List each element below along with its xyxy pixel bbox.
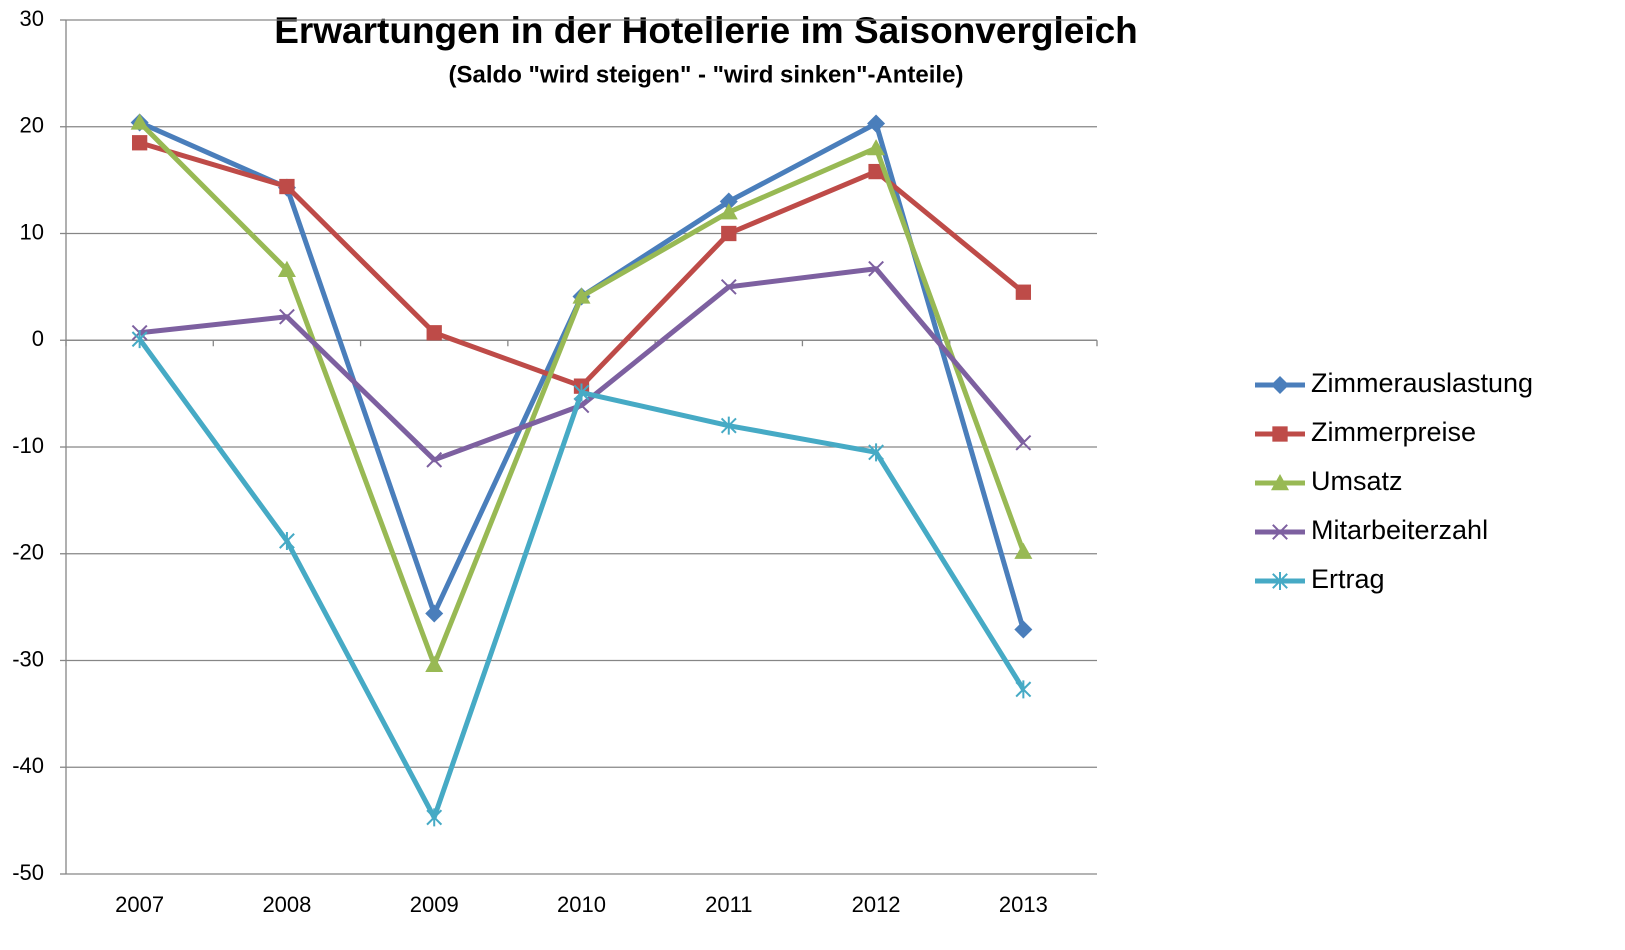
x-tick-label: 2007 xyxy=(115,892,164,917)
x-tick-label: 2008 xyxy=(262,892,311,917)
chart-subtitle: (Saldo "wird steigen" - "wird sinken"-An… xyxy=(449,61,964,88)
marker xyxy=(279,308,295,325)
legend-marker xyxy=(1272,572,1288,590)
marker xyxy=(868,260,884,277)
marker xyxy=(868,163,884,180)
y-tick-label: 0 xyxy=(32,326,44,351)
marker xyxy=(867,139,886,156)
y-tick-label: 30 xyxy=(20,6,44,31)
marker xyxy=(1015,434,1032,451)
y-tick-label: 20 xyxy=(20,113,44,138)
marker xyxy=(131,330,148,349)
legend-marker xyxy=(1272,524,1288,540)
y-tick-label: -30 xyxy=(12,646,44,671)
series-line xyxy=(137,337,1026,820)
y-tick-label: -20 xyxy=(12,540,44,565)
marker xyxy=(130,113,149,130)
marker xyxy=(426,808,443,827)
legend-label: Umsatz xyxy=(1311,466,1403,496)
marker xyxy=(1015,680,1032,699)
x-tick-label: 2009 xyxy=(410,892,459,917)
legend-label: Zimmerpreise xyxy=(1311,417,1476,447)
legend-label: Zimmerauslastung xyxy=(1311,368,1533,398)
legend-label: Mitarbeiterzahl xyxy=(1311,515,1488,545)
marker xyxy=(720,416,737,435)
marker xyxy=(573,383,590,402)
legend-marker xyxy=(1271,376,1289,394)
marker xyxy=(426,325,442,341)
marker xyxy=(1015,284,1032,300)
legend-marker xyxy=(1272,426,1288,442)
marker xyxy=(719,203,738,220)
x-tick-label: 2010 xyxy=(557,892,606,917)
marker xyxy=(277,260,296,277)
marker xyxy=(868,443,884,462)
marker xyxy=(572,287,591,304)
marker xyxy=(131,135,148,151)
marker xyxy=(1014,542,1033,559)
y-tick-label: -40 xyxy=(12,753,44,778)
x-tick-label: 2011 xyxy=(705,892,752,917)
marker xyxy=(425,655,444,672)
marker xyxy=(425,604,444,623)
y-tick-label: -10 xyxy=(12,433,44,458)
chart-title: Erwartungen in der Hotellerie im Saisonv… xyxy=(274,10,1138,51)
x-tick-label: 2012 xyxy=(852,892,901,917)
y-tick-label: 10 xyxy=(20,219,44,244)
marker xyxy=(720,278,737,295)
marker xyxy=(867,114,886,133)
x-tick-label: 2013 xyxy=(999,892,1048,917)
marker xyxy=(721,225,737,242)
marker xyxy=(719,192,738,211)
legend-label: Ertrag xyxy=(1311,564,1385,594)
marker xyxy=(1014,620,1033,639)
y-tick-label: -50 xyxy=(12,860,44,885)
marker xyxy=(279,531,295,550)
marker xyxy=(279,178,295,195)
marker xyxy=(426,451,443,468)
legend-marker xyxy=(1271,474,1289,491)
